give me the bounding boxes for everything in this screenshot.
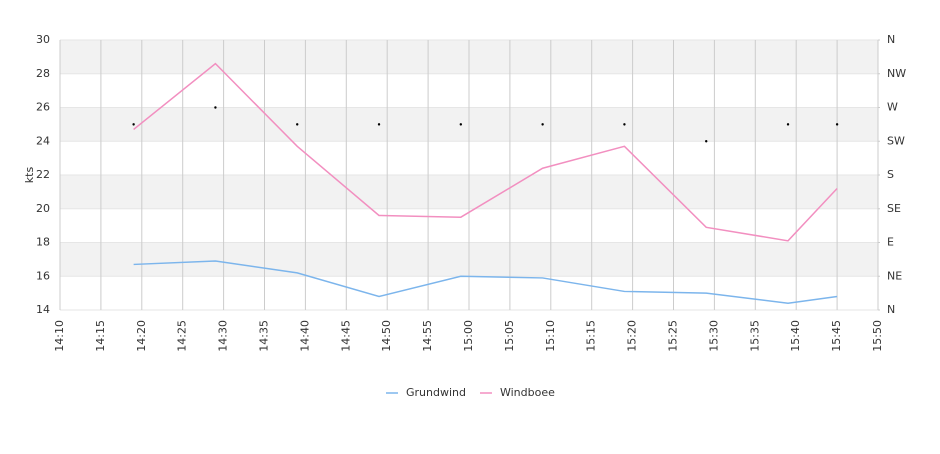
x-tick-label: 15:20: [626, 320, 639, 352]
series-line: [133, 260, 838, 305]
direction-dot: [214, 106, 217, 109]
direction-dot: [835, 123, 839, 126]
direction-dot: [541, 123, 544, 126]
x-tick-label: 14:45: [339, 320, 352, 352]
y-tick-label: 30: [36, 33, 50, 46]
y-tick-label: 28: [36, 67, 50, 80]
y-tick-label: 26: [36, 101, 50, 114]
x-tick-label: 14:30: [217, 320, 230, 352]
direction-dot: [377, 123, 381, 126]
x-tick-label: 14:10: [53, 320, 66, 352]
x-tick-label: 14:20: [135, 320, 148, 352]
y2-tick-label: E: [887, 236, 894, 249]
x-tick-label: 14:55: [421, 320, 434, 352]
direction-dot: [132, 123, 135, 126]
y-tick-label: 20: [36, 202, 50, 215]
x-tick-label: 15:10: [544, 320, 557, 352]
x-tick-label: 15:30: [707, 320, 720, 352]
y2-tick-label: W: [887, 101, 898, 114]
series-line: [133, 62, 838, 242]
y-tick-label: 22: [36, 168, 50, 181]
x-tick-label: 15:00: [462, 320, 475, 352]
y2-tick-label: N: [887, 33, 895, 46]
legend-label: Windboee: [500, 386, 555, 399]
y2-tick-label: SW: [887, 134, 905, 147]
direction-dot: [296, 123, 299, 126]
direction-dot: [459, 123, 463, 126]
y-tick-label: 24: [36, 134, 50, 147]
y2-tick-label: NE: [887, 269, 902, 282]
x-tick-label: 14:35: [258, 320, 271, 352]
x-tick-label: 15:15: [585, 320, 598, 352]
legend-label: Grundwind: [406, 386, 466, 399]
x-tick-label: 15:40: [789, 320, 802, 352]
x-tick-label: 14:15: [94, 320, 107, 352]
y-tick-label: 16: [36, 269, 50, 282]
x-tick-label: 14:25: [176, 320, 189, 352]
x-tick-label: 15:05: [503, 320, 516, 352]
y2-tick-label: SE: [887, 202, 901, 215]
y-tick-label: 18: [36, 236, 50, 249]
y2-tick-label: NW: [887, 67, 906, 80]
x-tick-label: 15:25: [667, 320, 680, 352]
direction-dot: [623, 123, 626, 126]
y-axis-label: kts: [23, 167, 36, 184]
x-tick-label: 14:50: [380, 320, 393, 352]
y-tick-label: 14: [36, 303, 50, 316]
x-tick-label: 15:35: [748, 320, 761, 352]
direction-dot: [705, 140, 708, 143]
x-tick-label: 15:45: [830, 320, 843, 352]
direction-dot: [786, 123, 790, 126]
x-tick-label: 14:40: [298, 320, 311, 352]
y2-tick-label: N: [887, 303, 895, 316]
y2-tick-label: S: [887, 168, 894, 181]
x-tick-label: 15:50: [871, 320, 884, 352]
